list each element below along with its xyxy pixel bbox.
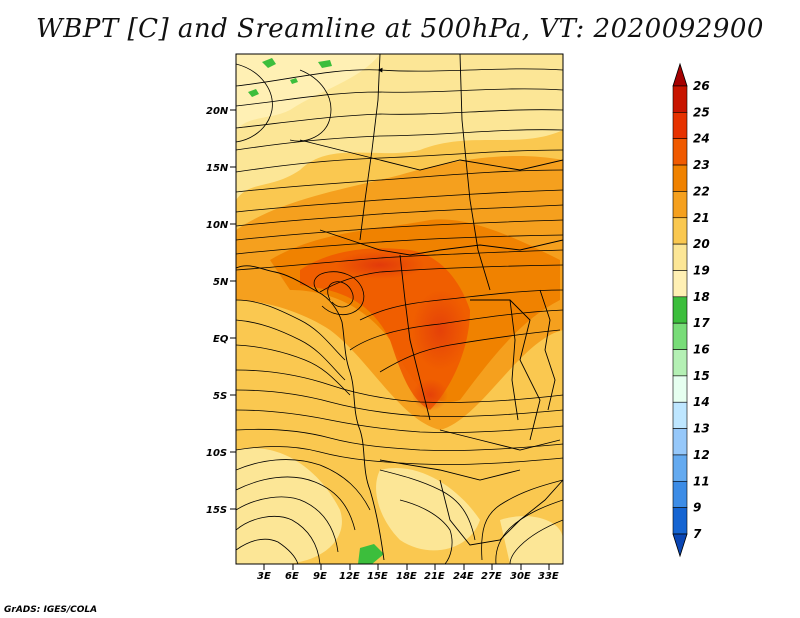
colorbar-label: 17	[693, 316, 710, 330]
colorbar-label: 23	[693, 158, 710, 172]
colorbar-swatch	[672, 112, 688, 140]
colorbar-label: 12	[693, 448, 710, 462]
colorbar-swatch	[672, 85, 688, 113]
colorbar-bottom-arrow	[672, 533, 688, 558]
colorbar-label: 25	[693, 105, 710, 119]
colorbar-label: 7	[693, 527, 702, 541]
lon-label: 9E	[313, 571, 327, 582]
lon-label: 15E	[367, 571, 388, 582]
colorbar-swatch	[672, 349, 688, 377]
lon-label: 21E	[424, 571, 445, 582]
colorbar-swatch	[672, 401, 688, 429]
lat-label: 10S	[206, 448, 227, 459]
colorbar-label: 19	[693, 263, 710, 277]
colorbar-label: 14	[693, 395, 710, 409]
colorbar-label: 13	[693, 422, 710, 436]
lon-label: 18E	[396, 571, 417, 582]
lat-label: 20N	[206, 106, 229, 117]
colorbar-swatch	[672, 296, 688, 324]
colorbar-label: 15	[693, 369, 710, 383]
lon-label: 3E	[257, 571, 271, 582]
lat-label: 10N	[206, 220, 229, 231]
colorbar-label: 24	[693, 132, 710, 146]
colorbar-top-arrow	[672, 62, 688, 87]
colorbar-swatch	[672, 322, 688, 350]
colorbar-swatch	[672, 191, 688, 219]
colorbar: 26 25 24 23 22 21 20 19 18 17 16 15 14 13 12 11 9 7	[672, 62, 710, 558]
lat-label: EQ	[213, 334, 229, 345]
wbpt-field	[236, 54, 563, 564]
colorbar-label: 9	[693, 501, 701, 515]
colorbar-swatch	[672, 507, 688, 535]
lon-label: 24E	[453, 571, 474, 582]
lat-label: 5S	[213, 391, 227, 402]
map-frame	[235, 53, 564, 565]
colorbar-label: 20	[693, 237, 710, 251]
footer-credit: GrADS: IGES/COLA	[4, 605, 97, 615]
colorbar-swatch	[672, 270, 688, 298]
colorbar-swatch	[672, 243, 688, 271]
lon-label: 33E	[538, 571, 559, 582]
colorbar-label: 26	[693, 79, 710, 93]
lon-axis: 3E 6E 9E 12E 15E 18E 21E 24E 27E 30E 33E	[257, 564, 559, 582]
colorbar-label: 18	[693, 290, 710, 304]
lon-label: 6E	[285, 571, 299, 582]
lat-label: 15N	[206, 163, 229, 174]
lat-axis: 20N 15N 10N 5N EQ 5S 10S 15S	[206, 106, 236, 516]
colorbar-label: 11	[693, 474, 710, 488]
colorbar-swatch	[672, 480, 688, 508]
colorbar-label: 16	[693, 343, 710, 357]
chart-title: WBPT [C] and Sreamline at 500hPa, VT: 20…	[36, 14, 764, 44]
lon-label: 27E	[481, 571, 502, 582]
colorbar-swatch	[672, 217, 688, 245]
colorbar-swatch	[672, 375, 688, 403]
lat-label: 5N	[213, 277, 229, 288]
colorbar-swatch	[672, 428, 688, 456]
colorbar-label: 21	[693, 211, 710, 225]
streamlines	[236, 63, 563, 564]
colorbar-swatch	[672, 138, 688, 166]
lon-label: 30E	[510, 571, 531, 582]
colorbar-label: 22	[693, 184, 710, 198]
lat-label: 15S	[206, 505, 227, 516]
colorbar-swatch	[672, 164, 688, 192]
lon-label: 12E	[339, 571, 360, 582]
colorbar-swatch	[672, 454, 688, 482]
